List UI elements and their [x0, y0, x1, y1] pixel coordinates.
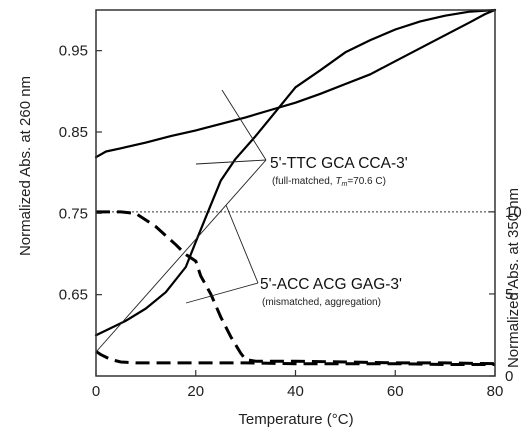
y-right-tick-label: 5 — [505, 286, 513, 303]
x-tick-label: 40 — [287, 383, 304, 400]
x-tick-label: 80 — [487, 383, 504, 400]
y-left-tick-label: 0.75 — [59, 205, 88, 222]
note-tm-subscript: m — [341, 181, 347, 188]
note-tm-value: =70.6 C) — [347, 176, 386, 187]
annotation-full-matched-note: (full-matched, Tm=70.6 C) — [272, 176, 386, 188]
series-350nm-line-2 — [96, 210, 496, 366]
y-left-axis-title: Normalized Abs. at 260 nm — [17, 76, 34, 256]
x-tick-label: 20 — [187, 383, 204, 400]
y-left-tick-label: 0.85 — [59, 124, 88, 141]
note-prefix: (full-matched, — [272, 176, 335, 187]
callout-layer — [95, 89, 267, 353]
y-right-tick-label: 0 — [505, 368, 513, 385]
x-tick-label: 60 — [387, 383, 404, 400]
x-axis-title: Temperature (°C) — [238, 411, 353, 428]
annotation-mismatched: 5'-ACC ACG GAG-3' — [260, 276, 402, 293]
x-tick-label: 0 — [92, 383, 100, 400]
y-left-tick-label: 0.65 — [59, 287, 88, 304]
series-260nm-line-0 — [94, 8, 497, 159]
y-left-tick-label: 0.95 — [59, 43, 88, 60]
y-right-axis-title: Normalized Abs. at 350 nm — [505, 188, 522, 368]
callout-upper-line-c — [95, 159, 267, 353]
callout-upper-line-b — [195, 159, 267, 165]
annotation-full-matched: 5'-TTC GCA CCA-3' — [270, 155, 408, 172]
tick-layer: 0.65 0.75 0.85 0.95 0 5 10 0 20 40 60 80 — [59, 43, 522, 400]
callout-upper-line-a — [221, 89, 267, 161]
series-350nm-line-3 — [95, 350, 495, 366]
note-tm-symbol: T — [335, 176, 342, 187]
series-layer — [94, 8, 497, 366]
callout-lower-line-b — [185, 282, 259, 304]
annotation-mismatched-note: (mismatched, aggregation) — [262, 297, 381, 308]
series-260nm-line-1 — [94, 8, 497, 337]
callout-lower-line-a — [225, 204, 259, 284]
y-right-tick-label: 10 — [505, 204, 522, 221]
